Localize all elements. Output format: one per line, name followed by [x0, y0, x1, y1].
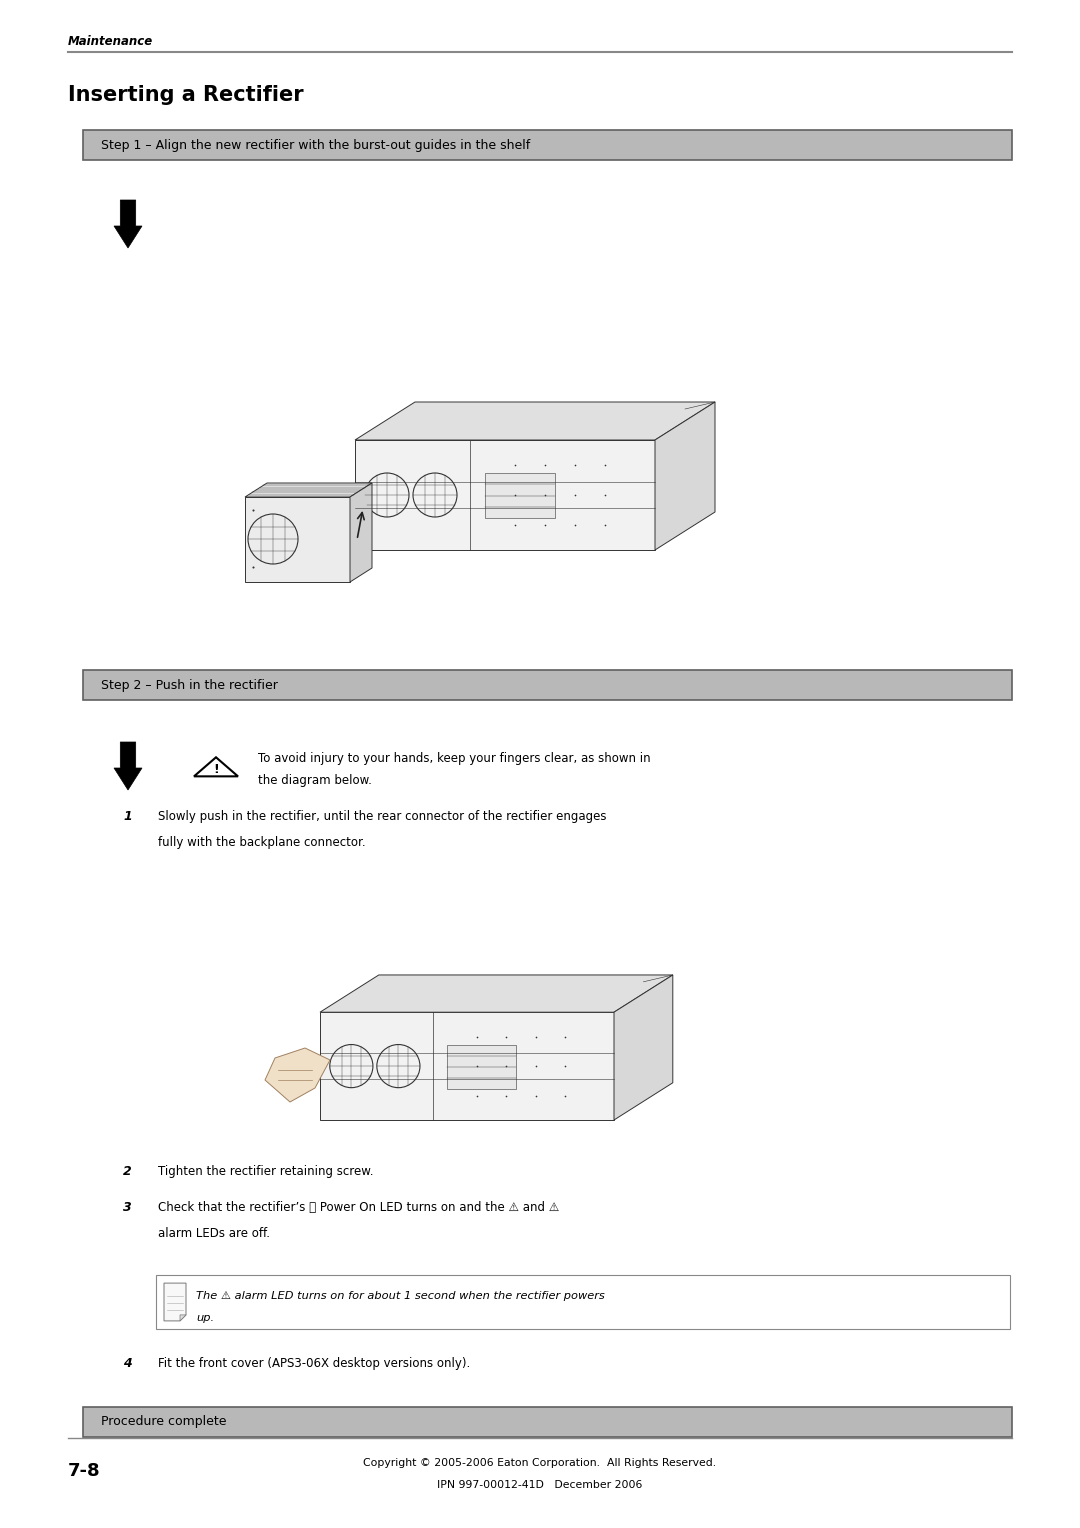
Text: IPN 997-00012-41D   December 2006: IPN 997-00012-41D December 2006 — [437, 1481, 643, 1490]
Polygon shape — [355, 440, 654, 550]
Text: Slowly push in the rectifier, until the rear connector of the rectifier engages: Slowly push in the rectifier, until the … — [158, 810, 607, 824]
Polygon shape — [180, 1316, 186, 1320]
Text: up.: up. — [195, 1313, 214, 1323]
Polygon shape — [245, 483, 372, 497]
Polygon shape — [265, 1048, 330, 1102]
Polygon shape — [320, 1012, 615, 1120]
Polygon shape — [355, 402, 715, 440]
Polygon shape — [615, 975, 673, 1120]
Text: Copyright © 2005-2006 Eaton Corporation.  All Rights Reserved.: Copyright © 2005-2006 Eaton Corporation.… — [364, 1458, 716, 1468]
Text: Step 2 – Push in the rectifier: Step 2 – Push in the rectifier — [102, 678, 278, 692]
Text: 4: 4 — [123, 1357, 132, 1371]
Polygon shape — [164, 1284, 186, 1320]
Polygon shape — [114, 200, 141, 248]
Text: Check that the rectifier’s Ⓟ Power On LED turns on and the ⚠ and ⚠: Check that the rectifier’s Ⓟ Power On LE… — [158, 1201, 559, 1215]
Text: Maintenance: Maintenance — [68, 35, 153, 47]
FancyBboxPatch shape — [156, 1274, 1010, 1329]
FancyBboxPatch shape — [447, 1045, 516, 1088]
Text: 1: 1 — [123, 810, 132, 824]
Text: Step 1 – Align the new rectifier with the burst-out guides in the shelf: Step 1 – Align the new rectifier with th… — [102, 139, 530, 151]
Text: 3: 3 — [123, 1201, 132, 1215]
Text: alarm LEDs are off.: alarm LEDs are off. — [158, 1227, 270, 1241]
Polygon shape — [245, 497, 350, 582]
Polygon shape — [350, 483, 372, 582]
Polygon shape — [320, 975, 673, 1012]
FancyBboxPatch shape — [83, 130, 1012, 160]
Polygon shape — [194, 758, 238, 776]
FancyBboxPatch shape — [83, 1407, 1012, 1436]
Text: 2: 2 — [123, 1164, 132, 1178]
Text: fully with the backplane connector.: fully with the backplane connector. — [158, 836, 366, 850]
Text: Tighten the rectifier retaining screw.: Tighten the rectifier retaining screw. — [158, 1164, 374, 1178]
Text: Procedure complete: Procedure complete — [102, 1415, 227, 1429]
Text: The ⚠ alarm LED turns on for about 1 second when the rectifier powers: The ⚠ alarm LED turns on for about 1 sec… — [195, 1291, 605, 1302]
Text: the diagram below.: the diagram below. — [258, 775, 372, 787]
Text: Inserting a Rectifier: Inserting a Rectifier — [68, 86, 303, 105]
FancyBboxPatch shape — [83, 669, 1012, 700]
Text: Fit the front cover (APS3-06X desktop versions only).: Fit the front cover (APS3-06X desktop ve… — [158, 1357, 470, 1371]
Polygon shape — [654, 402, 715, 550]
FancyBboxPatch shape — [485, 474, 555, 518]
Polygon shape — [114, 743, 141, 790]
Text: To avoid injury to your hands, keep your fingers clear, as shown in: To avoid injury to your hands, keep your… — [258, 752, 650, 766]
Text: 7-8: 7-8 — [68, 1462, 100, 1481]
Text: !: ! — [213, 762, 219, 776]
